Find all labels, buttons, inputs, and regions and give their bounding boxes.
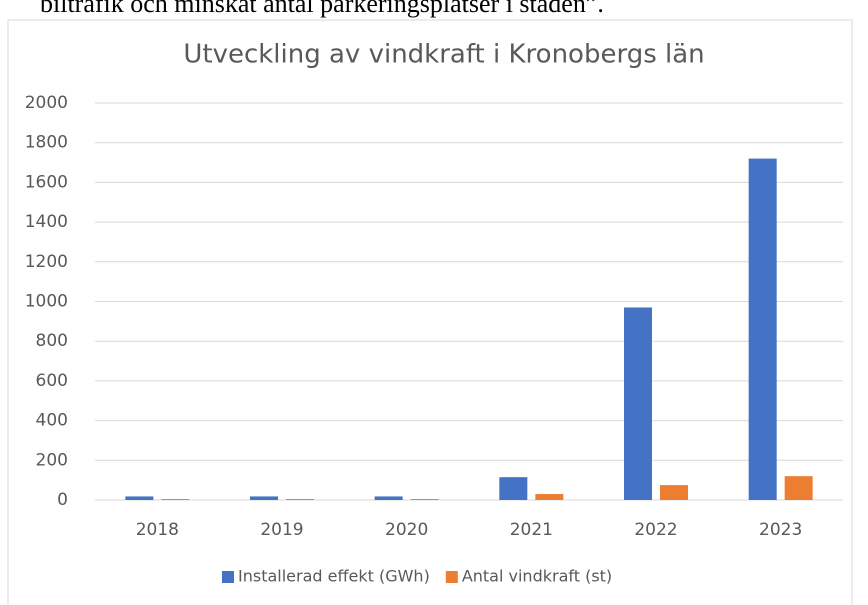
chart-frame	[7, 19, 853, 605]
legend-label: Antal vindkraft (st)	[462, 567, 612, 586]
y-tick-label: 1200	[25, 252, 68, 272]
y-tick-label: 600	[36, 371, 68, 391]
bar	[125, 496, 154, 500]
x-tick-label: 2022	[634, 520, 677, 540]
bar	[161, 499, 190, 500]
x-tick-label: 2021	[510, 520, 553, 540]
page-text: biltrafik och minskat antal parkeringspl…	[40, 0, 604, 18]
bar	[250, 496, 278, 500]
y-tick-label: 200	[36, 450, 68, 470]
legend-swatch	[445, 571, 458, 583]
y-tick-label: 1400	[25, 212, 68, 232]
bar	[410, 499, 439, 500]
legend-swatch	[222, 571, 234, 583]
bar	[499, 477, 528, 500]
y-tick-label: 400	[36, 411, 68, 431]
x-tick-label: 2018	[136, 520, 179, 540]
y-tick-label: 0	[57, 490, 68, 510]
y-tick-label: 1600	[25, 172, 68, 192]
bar	[784, 476, 813, 500]
bar	[748, 158, 777, 500]
bar	[535, 494, 564, 500]
bar	[660, 485, 688, 500]
bar	[624, 307, 652, 500]
x-tick-label: 2019	[260, 520, 303, 540]
x-tick-label: 2020	[385, 520, 428, 540]
chart-title: Utveckling av vindkraft i Kronobergs län	[183, 40, 704, 70]
bar	[374, 496, 403, 500]
y-tick-label: 1800	[25, 133, 68, 153]
y-tick-label: 800	[36, 331, 68, 351]
legend-label: Installerad effekt (GWh)	[238, 567, 430, 586]
y-tick-label: 1000	[25, 292, 68, 312]
y-tick-label: 2000	[25, 93, 68, 113]
x-tick-label: 2023	[759, 520, 802, 540]
bar	[286, 499, 314, 500]
